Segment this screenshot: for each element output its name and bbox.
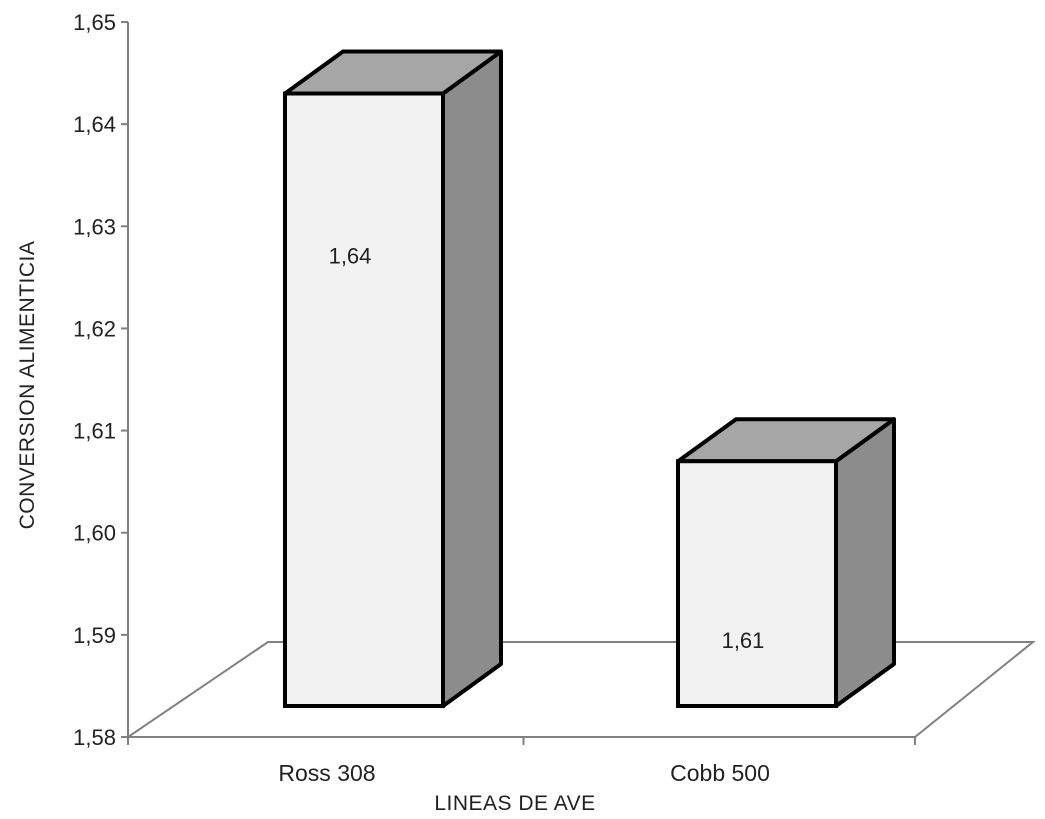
y-tick-label: 1,64 (73, 112, 116, 137)
y-tick-label: 1,63 (73, 214, 116, 239)
x-axis-title: LINEAS DE AVE (434, 792, 595, 815)
x-category-label: Cobb 500 (670, 760, 770, 786)
bar-front-face (283, 91, 445, 708)
bar (676, 417, 896, 709)
chart-floor (124, 641, 1036, 738)
y-tick-label: 1,60 (73, 521, 116, 546)
y-tick-label: 1,61 (73, 419, 116, 444)
x-category-label: Ross 308 (278, 760, 375, 786)
floor-plane (124, 641, 1036, 738)
bar-side-face (441, 49, 503, 708)
bar-data-label: 1,61 (722, 628, 765, 653)
bar-side-face (834, 417, 896, 708)
y-axis-title: CONVERSION ALIMENTICIA (16, 241, 39, 530)
bar-front-face (676, 459, 838, 709)
bar (283, 49, 503, 708)
y-tick-label: 1,65 (73, 10, 116, 35)
y-tick-label: 1,62 (73, 316, 116, 341)
bar-data-label: 1,64 (329, 244, 372, 269)
labels: LINEAS DE AVE CONVERSION ALIMENTICIA 1,6… (16, 241, 770, 815)
bars (283, 49, 896, 709)
y-axis: 1,58 1,59 1,60 1,61 1,62 1,63 1,64 1,65 (73, 10, 916, 750)
y-tick-label: 1,59 (73, 623, 116, 648)
y-tick-label: 1,58 (73, 725, 116, 750)
